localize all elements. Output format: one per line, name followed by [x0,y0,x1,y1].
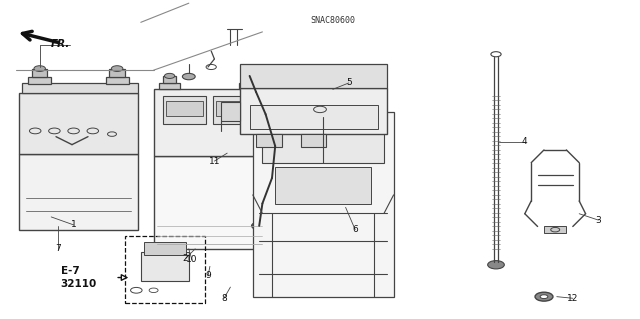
Bar [32,69,47,77]
Bar [163,76,176,83]
Bar [275,167,371,204]
Bar [163,96,206,124]
Text: E-7
32110: E-7 32110 [61,266,97,289]
Circle shape [535,292,553,301]
Bar [216,101,253,116]
Bar [240,64,387,88]
Circle shape [488,261,504,269]
Bar [256,134,282,147]
Bar [240,88,387,134]
Text: 8: 8 [221,294,227,303]
Bar [166,101,204,116]
Text: SNAC80600: SNAC80600 [310,16,355,25]
Text: 1: 1 [71,220,76,229]
Text: 4: 4 [522,137,527,146]
Circle shape [540,295,548,299]
Bar [154,89,266,156]
Bar [28,77,51,84]
Bar [109,69,125,77]
Bar [253,112,394,297]
Bar [544,226,566,233]
Circle shape [252,222,267,230]
Circle shape [182,73,195,80]
Bar [212,96,256,124]
Text: 9: 9 [205,271,211,280]
Circle shape [34,66,45,71]
Bar [144,242,186,255]
Bar [221,102,240,121]
Circle shape [244,73,255,78]
Bar [262,117,384,163]
Bar [141,252,189,281]
Text: 10: 10 [186,256,198,264]
Bar [19,154,138,230]
Bar [301,134,326,147]
Bar [22,83,138,93]
Text: FR.: FR. [51,39,70,49]
Bar [159,83,180,89]
Text: 5: 5 [346,78,351,87]
Bar [239,83,260,89]
Bar [154,156,266,249]
Text: 11: 11 [209,157,220,166]
Text: 6: 6 [353,225,358,234]
Bar [19,93,138,154]
Bar [243,76,256,83]
Bar [250,105,378,129]
Text: 2: 2 [183,254,188,263]
Circle shape [111,66,123,71]
Bar [125,236,205,303]
Text: 12: 12 [567,294,579,303]
Text: 7: 7 [55,244,60,253]
Circle shape [164,73,175,78]
Text: 3: 3 [596,216,601,225]
Bar [106,77,129,84]
